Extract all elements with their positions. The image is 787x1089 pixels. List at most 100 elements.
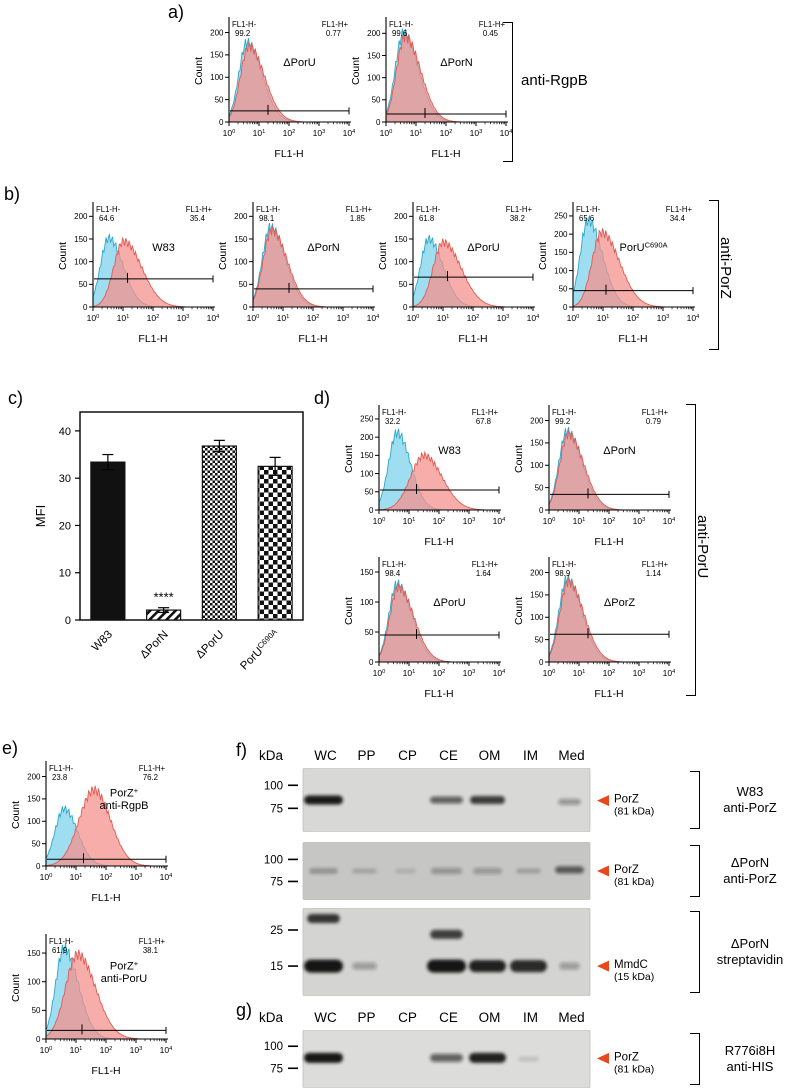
svg-text: 50 <box>535 483 544 492</box>
svg-text: ΔPorN <box>440 57 472 69</box>
lane-label: PP <box>357 1010 376 1025</box>
svg-text: W83 <box>438 445 461 457</box>
svg-text: 15 <box>270 961 283 973</box>
svg-text: 30 <box>59 473 71 485</box>
flow-histogram-a-dporu: 0 50 100 150 200 100 101 102 103 104 Count FL1-H FL1… <box>193 8 355 160</box>
svg-text: 0 <box>369 658 374 667</box>
bracket-label-anti-rgpb: anti-RgpB <box>521 72 588 89</box>
bracket-anti-poru <box>686 404 696 696</box>
svg-text: W83 <box>152 242 175 254</box>
band-arrow-icon <box>597 1052 609 1064</box>
flow-histogram-d-dporu: 0 50 100 150 100 101 102 103 104 Count FL1-H FL1-H-… <box>343 548 505 700</box>
svg-text: 104 <box>367 313 379 323</box>
svg-text: 50 <box>559 285 568 294</box>
svg-text: 75 <box>270 876 283 888</box>
band-arrow-icon <box>597 795 609 807</box>
flow-histogram-d-w83: 0 50 100 150 200 250 100 101 102 103 104 Count FL1-H… <box>343 396 505 548</box>
svg-text: 200 <box>394 212 408 221</box>
svg-text: 101 <box>573 668 586 678</box>
svg-text: 0.77 <box>326 29 341 38</box>
svg-text: 100 <box>530 461 544 470</box>
svg-text: 100 <box>264 1041 283 1053</box>
svg-text: 103 <box>337 313 350 323</box>
western-blot-svg: 25 15 MmdC(15 kDa) <box>270 908 654 996</box>
flow-histogram-svg: 0 50 100 150 200 100 101 102 103 104 Count FL1-H FL1… <box>193 17 355 160</box>
blot-lane-header-f: kDa WC PP CP CE OM IM Med <box>257 748 592 763</box>
flow-histogram-e-porz-anti-rgpb: 0 50 100 150 200 100 101 102 103 104 Count FL1-H FL1… <box>10 752 172 904</box>
svg-text: Count <box>10 974 22 1002</box>
svg-text: FL1-H <box>91 892 120 904</box>
svg-text: 99.2 <box>235 29 250 38</box>
bracket <box>690 1033 700 1085</box>
svg-text: 100 <box>360 598 374 607</box>
lane-label: OM <box>478 1010 501 1025</box>
western-blot-w83-anti-porz: 100 75 PorZ (81 kDa) W83 anti-PorZ <box>257 768 787 832</box>
svg-text: 150 <box>27 795 41 804</box>
bar-chart-svg: 0 10 20 30 40 MFI W83 **** ΔPorN ΔPorU PorUC690A <box>33 411 304 673</box>
svg-text: FL1-H- <box>416 205 441 214</box>
svg-text: (81 kDa) <box>614 806 654 818</box>
svg-text: 65.6 <box>579 214 594 223</box>
svg-text: 75 <box>270 803 283 815</box>
svg-text: 0 <box>376 118 381 127</box>
svg-text: FL1-H- <box>232 20 257 29</box>
svg-text: ΔPorN <box>307 242 339 254</box>
svg-text: 100 <box>87 313 100 323</box>
svg-text: MmdC <box>614 959 648 971</box>
svg-text: 38.2 <box>510 214 525 223</box>
flow-histogram-b-dporu: 0 50 100 150 200 100 101 102 103 104 Count FL1-H FL1… <box>377 193 539 345</box>
histogram-curve-red <box>385 31 506 123</box>
svg-text: 103 <box>177 313 190 323</box>
svg-text: FL1-H <box>138 333 167 345</box>
svg-text: 100 <box>264 854 283 866</box>
lane-label: PP <box>357 748 376 763</box>
svg-text: 104 <box>500 128 512 138</box>
svg-text: 250 <box>360 415 374 424</box>
svg-text: 25 <box>270 925 283 937</box>
band-arrow-icon <box>597 865 609 877</box>
flow-histogram-b-poru-c690a: 0 50 100 150 200 250 100 101 102 103 104 Count FL1-H… <box>537 193 699 345</box>
svg-text: Count <box>537 242 549 270</box>
svg-text: 100 <box>234 257 248 266</box>
svg-text: FL1-H- <box>389 20 414 29</box>
svg-text: FL1-H <box>274 148 303 160</box>
svg-text: (81 kDa) <box>614 1063 654 1075</box>
svg-text: 50 <box>372 96 381 105</box>
svg-text: 50 <box>215 95 224 104</box>
svg-text: 103 <box>470 128 483 138</box>
svg-text: 150 <box>360 451 374 460</box>
blot-membrane <box>302 908 591 996</box>
flow-histogram-b-dporn: 0 50 100 150 200 100 101 102 103 104 Count FL1-H FL1… <box>217 193 379 345</box>
panel-label-f: f) <box>236 740 247 760</box>
svg-text: FL1-H <box>431 148 460 160</box>
flow-histogram-svg: 0 50 100 150 200 250 100 101 102 103 104 Count FL1-H… <box>343 405 505 548</box>
svg-text: 200 <box>234 212 248 221</box>
svg-text: 0 <box>219 118 224 127</box>
blot-band <box>304 795 343 805</box>
mfi-bar-chart: 0 10 20 30 40 MFI W83 **** ΔPorN ΔPorU PorUC690A <box>30 398 315 728</box>
svg-text: 101 <box>70 1045 83 1055</box>
blot-bracket-label: R776i8H anti-HIS <box>724 1042 776 1074</box>
svg-text: FL1-H+ <box>139 937 166 946</box>
svg-text: 150 <box>74 235 88 244</box>
western-blot-dporn-streptavidin: 25 15 MmdC (15 kDa) ΔPorN streptavidin <box>257 908 787 996</box>
svg-text: 40 <box>59 426 71 438</box>
panel-label-b: b) <box>4 184 21 204</box>
svg-text: 0 <box>539 658 544 667</box>
svg-text: 102 <box>100 1045 113 1055</box>
svg-text: 101 <box>597 313 610 323</box>
svg-text: 100 <box>394 257 408 266</box>
svg-text: FL1-H+ <box>322 20 349 29</box>
svg-text: 0 <box>65 615 71 627</box>
svg-text: anti-RgpB <box>100 800 149 812</box>
flow-histogram-svg: 0 50 100 150 200 100 101 102 103 104 Count FL1-H FL1… <box>350 17 512 160</box>
band-arrow-icon <box>597 960 609 972</box>
svg-text: 1.64 <box>476 569 492 578</box>
blot-band <box>469 960 506 973</box>
svg-text: Count <box>217 242 229 270</box>
svg-text: FL1-H+ <box>642 408 669 417</box>
svg-text: 100 <box>27 817 41 826</box>
svg-text: 104 <box>207 313 219 323</box>
svg-text: 150 <box>27 949 41 958</box>
svg-text: PorUC690A <box>237 627 283 673</box>
